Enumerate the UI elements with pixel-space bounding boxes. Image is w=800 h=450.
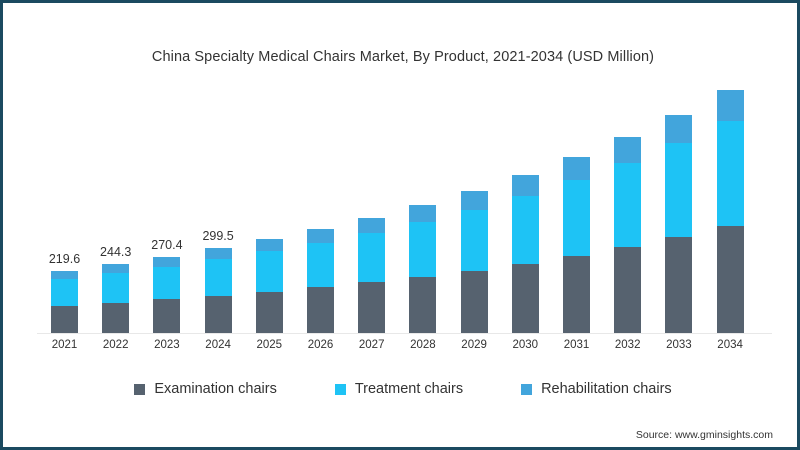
legend-item-label: Rehabilitation chairs bbox=[541, 381, 672, 397]
x-tick-2032: 2032 bbox=[614, 339, 641, 351]
bar-segment-rehabilitation bbox=[51, 270, 78, 280]
bar-segment-rehabilitation bbox=[563, 157, 590, 181]
bar-group bbox=[614, 137, 642, 333]
bar-segment-treatment bbox=[307, 242, 334, 288]
legend-item-rehabilitation[interactable]: Rehabilitation chairs bbox=[521, 381, 672, 397]
bar-segment-treatment bbox=[102, 272, 130, 303]
bar-segment-treatment bbox=[153, 266, 181, 300]
bar-segment-examination bbox=[51, 305, 78, 333]
bar-group: 219.6 bbox=[49, 252, 80, 333]
legend-swatch-icon bbox=[521, 383, 533, 395]
bar-group bbox=[563, 157, 590, 333]
bar-segment-rehabilitation bbox=[665, 114, 693, 144]
bar-segment-treatment bbox=[460, 209, 488, 271]
x-tick-2022: 2022 bbox=[102, 339, 129, 351]
source-attribution: Source: www.gminsights.com bbox=[635, 429, 773, 441]
bar-segment-examination bbox=[358, 282, 386, 333]
legend-item-label: Treatment chairs bbox=[354, 381, 464, 397]
x-tick-2021: 2021 bbox=[51, 339, 78, 351]
axis-baseline bbox=[37, 333, 772, 334]
bar-segment-rehabilitation bbox=[358, 217, 386, 233]
page-title: China Specialty Medical Chairs Market, B… bbox=[151, 49, 655, 65]
bar-segment-rehabilitation bbox=[716, 89, 744, 122]
bar-segment-treatment bbox=[358, 232, 386, 283]
bar-value-label: 219.6 bbox=[48, 251, 81, 266]
bar-segment-treatment bbox=[409, 221, 437, 277]
bar-segment-rehabilitation bbox=[255, 239, 283, 252]
bar-group bbox=[307, 229, 334, 333]
bar-segment-examination bbox=[563, 255, 590, 333]
bar-group bbox=[716, 89, 744, 333]
x-tick-2026: 2026 bbox=[307, 339, 334, 351]
bar-group bbox=[511, 175, 539, 333]
chart-legend: Examination chairs Treatment chairs Rehabi… bbox=[3, 381, 797, 397]
bar-segment-treatment bbox=[255, 251, 283, 292]
bar-group bbox=[255, 239, 283, 333]
x-tick-2034: 2034 bbox=[717, 339, 743, 351]
legend-swatch-icon bbox=[334, 383, 346, 395]
x-tick-2024: 2024 bbox=[205, 339, 231, 351]
bar-segment-examination bbox=[511, 263, 539, 333]
bar-group bbox=[358, 217, 386, 333]
bar-segment-examination bbox=[255, 291, 283, 333]
legend-item-label: Examination chairs bbox=[154, 381, 277, 397]
x-tick-2030: 2030 bbox=[512, 339, 539, 351]
bar-value-label: 270.4 bbox=[151, 237, 183, 252]
bar-segment-treatment bbox=[511, 195, 539, 264]
bar-segment-examination bbox=[102, 302, 130, 333]
bar-segment-treatment bbox=[204, 259, 232, 296]
bar-segment-examination bbox=[614, 246, 642, 333]
bar-segment-treatment bbox=[51, 279, 78, 306]
bar-group bbox=[409, 205, 437, 333]
bar-segment-examination bbox=[307, 287, 334, 333]
bar-segment-rehabilitation bbox=[307, 229, 334, 243]
bar-segment-treatment bbox=[665, 143, 693, 238]
x-tick-2028: 2028 bbox=[410, 339, 436, 351]
bar-segment-rehabilitation bbox=[204, 248, 232, 260]
x-tick-2029: 2029 bbox=[461, 339, 487, 351]
bar-segment-examination bbox=[204, 295, 232, 333]
x-tick-2033: 2033 bbox=[666, 339, 692, 351]
bar-group bbox=[665, 114, 693, 333]
bar-segment-treatment bbox=[614, 162, 642, 247]
legend-swatch-icon bbox=[134, 383, 146, 395]
bar-segment-examination bbox=[716, 225, 744, 333]
bar-segment-rehabilitation bbox=[511, 175, 539, 196]
x-tick-2027: 2027 bbox=[358, 339, 385, 351]
bar-group: 299.5 bbox=[202, 229, 234, 333]
bar-segment-examination bbox=[409, 276, 437, 333]
x-tick-2025: 2025 bbox=[256, 339, 283, 351]
bar-segment-rehabilitation bbox=[102, 264, 130, 273]
legend-item-examination[interactable]: Examination chairs bbox=[134, 381, 277, 397]
bar-segment-rehabilitation bbox=[614, 137, 642, 163]
legend-item-treatment[interactable]: Treatment chairs bbox=[334, 381, 464, 397]
bar-value-label: 299.5 bbox=[202, 229, 234, 244]
bar-segment-examination bbox=[153, 299, 181, 333]
bar-segment-examination bbox=[460, 270, 488, 333]
stacked-bar-chart: 219.6 244.3 270.4 299.5 2021 2022 2023 2024 202… bbox=[3, 3, 797, 447]
x-tick-2023: 2023 bbox=[154, 339, 180, 351]
bar-group: 244.3 bbox=[100, 245, 131, 333]
bar-segment-rehabilitation bbox=[409, 205, 437, 222]
bar-segment-treatment bbox=[563, 180, 590, 256]
bar-value-label: 244.3 bbox=[100, 245, 132, 260]
bar-segment-examination bbox=[665, 237, 693, 333]
bar-segment-treatment bbox=[716, 121, 744, 226]
bar-group bbox=[460, 191, 488, 333]
bar-segment-rehabilitation bbox=[460, 191, 488, 210]
x-tick-2031: 2031 bbox=[563, 339, 590, 351]
bar-segment-rehabilitation bbox=[153, 256, 181, 267]
bar-group: 270.4 bbox=[151, 238, 183, 333]
